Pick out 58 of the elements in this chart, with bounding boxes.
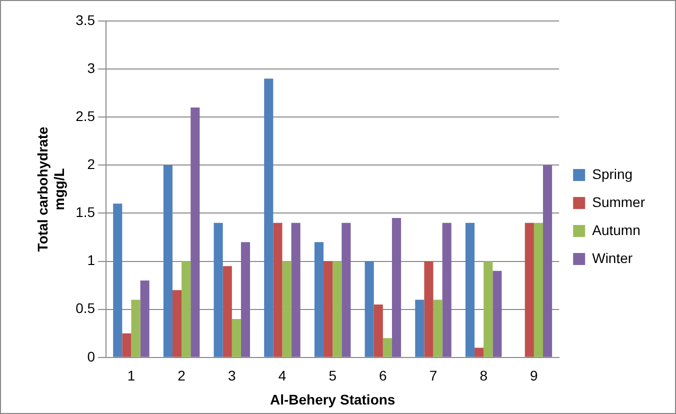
legend-label: Winter (592, 250, 633, 266)
bar (222, 266, 232, 357)
bar (140, 280, 150, 357)
bar (342, 222, 351, 357)
bar (492, 270, 502, 357)
x-tick-label: 6 (379, 368, 388, 384)
x-tick-label: 2 (178, 368, 186, 384)
y-tick-label: 2 (87, 156, 96, 172)
bar (314, 242, 324, 357)
legend-label: Summer (592, 194, 646, 210)
bar (232, 318, 241, 357)
x-tick-label: 5 (328, 368, 337, 384)
bar (332, 261, 342, 357)
bar (282, 261, 292, 357)
x-tick-label: 1 (127, 368, 136, 384)
bar (392, 218, 402, 357)
bar (424, 261, 434, 357)
y-axis-title: Total carbohydrate mgg/L (34, 126, 68, 252)
legend-label: Autumn (592, 222, 640, 238)
bar (484, 261, 493, 357)
bar (474, 348, 484, 357)
bar (364, 261, 374, 357)
y-tick-label: 3 (87, 60, 96, 76)
x-tick-label: 3 (228, 368, 236, 384)
x-axis-title: Al-Behery Stations (270, 391, 396, 408)
x-tick-label: 7 (429, 368, 438, 384)
bar (182, 261, 191, 357)
y-tick-label: 1.5 (76, 204, 96, 220)
bar (542, 165, 552, 357)
bar (415, 300, 424, 357)
bar (163, 165, 173, 357)
bar (190, 108, 200, 357)
y-tick-label: 0 (87, 348, 96, 364)
bar (382, 338, 392, 357)
bar (214, 222, 223, 357)
y-tick-label: 2.5 (76, 108, 96, 124)
bar (524, 222, 534, 357)
bar (465, 222, 475, 357)
bar (113, 204, 122, 357)
bar (324, 261, 333, 357)
y-tick-label: 0.5 (76, 300, 96, 316)
bar (433, 300, 442, 357)
bar (442, 222, 452, 357)
x-tick-label: 9 (530, 368, 538, 384)
bar (264, 78, 274, 357)
bar (131, 300, 140, 357)
bar (172, 290, 182, 357)
bar (122, 333, 132, 357)
x-tick-label: 4 (278, 368, 286, 384)
y-tick-label: 1 (87, 252, 96, 268)
bar (240, 242, 250, 357)
x-tick-label: 8 (480, 368, 488, 384)
y-tick-label: 3.5 (76, 12, 96, 28)
bar (534, 222, 543, 357)
bar (291, 222, 300, 357)
bar (273, 222, 282, 357)
legend-label: Spring (592, 166, 633, 182)
bar (374, 304, 383, 357)
